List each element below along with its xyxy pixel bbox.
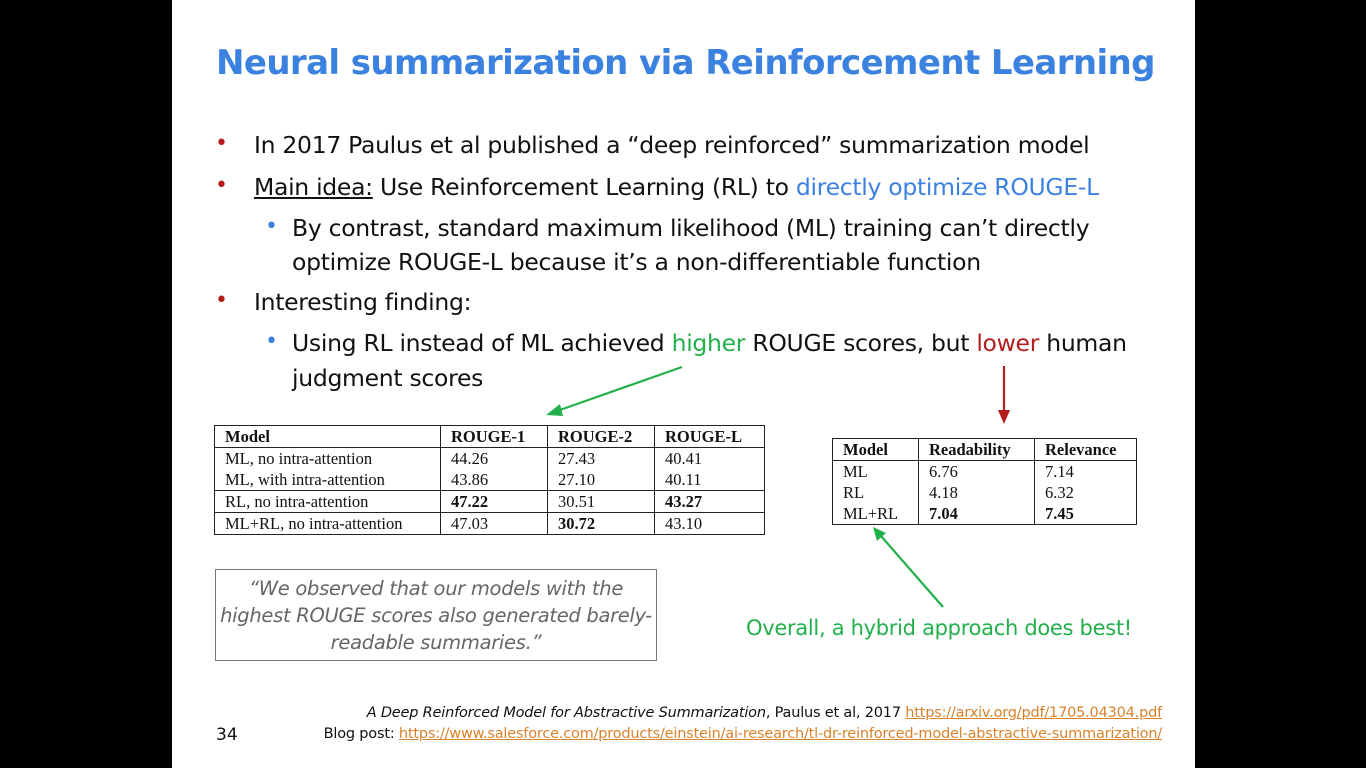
cell: 27.43 (547, 447, 655, 469)
bullet-1: In 2017 Paulus et al published a “deep r… (254, 131, 1090, 159)
col-header: ROUGE-2 (547, 425, 655, 448)
col-header: ROUGE-L (654, 425, 765, 448)
paper-reference: A Deep Reinforced Model for Abstractive … (367, 705, 1162, 721)
cell: 40.41 (654, 447, 765, 469)
higher-word: higher (671, 329, 746, 357)
annotation-arrows (546, 365, 1010, 608)
cell: 43.10 (654, 512, 765, 535)
cell: ML, no intra-attention (225, 449, 373, 468)
bullet-3: Interesting finding: (254, 288, 472, 316)
cell: RL (843, 483, 865, 502)
cell: 30.51 (547, 490, 655, 513)
human-eval-table: Model Readability Relevance ML 6.76 7.14… (832, 438, 1137, 525)
paper-link[interactable]: https://arxiv.org/pdf/1705.04304.pdf (905, 705, 1162, 721)
blog-label: Blog post: (323, 726, 399, 742)
col-header: Model (214, 425, 441, 448)
cell: 4.18 (918, 482, 1035, 503)
human-table-header: Model Readability Relevance (832, 438, 1137, 461)
sub-bullet-3-line2: judgment scores (292, 364, 484, 392)
sub-bullet-2-line2: optimize ROUGE-L because it’s a non-diff… (292, 248, 981, 276)
blog-reference: Blog post: https://www.salesforce.com/pr… (323, 726, 1163, 742)
quote-box: “We observed that our models with the hi… (215, 569, 657, 661)
quote-line: readable summaries.” (330, 631, 542, 654)
cell: 43.86 (440, 469, 548, 491)
paper-authors: , Paulus et al, 2017 (765, 705, 906, 721)
green-arrow-to-mlrl (873, 527, 944, 608)
table-row: ML 6.76 7.14 (833, 460, 1137, 482)
bullet-2-highlight: directly optimize ROUGE-L (795, 173, 1099, 201)
col-header: Model (832, 438, 919, 461)
table-row: ML+RL 7.04 7.45 (833, 503, 1137, 525)
cell: 47.22 (440, 490, 548, 513)
table-row: ML, with intra-attention 43.86 27.10 40.… (215, 469, 765, 491)
col-header: ROUGE-1 (440, 425, 548, 448)
sub-bullet-dot: • (265, 329, 278, 354)
lower-word: lower (976, 329, 1040, 357)
page-number: 34 (216, 725, 238, 745)
cell: 43.27 (654, 490, 765, 513)
bullet-dot: • (215, 173, 228, 198)
cell: 44.26 (440, 447, 548, 469)
cell: RL, no intra-attention (214, 490, 441, 513)
cell: 7.45 (1034, 503, 1137, 525)
paper-title: A Deep Reinforced Model for Abstractive … (366, 705, 766, 721)
sub-bullet-2-line1: By contrast, standard maximum likelihood… (292, 214, 1090, 242)
cell: 6.32 (1034, 482, 1137, 503)
cell: ML+RL, no intra-attention (214, 512, 441, 535)
sub-bullet-dot: • (265, 214, 278, 239)
col-header: Relevance (1034, 438, 1137, 461)
bullet-2: Main idea: Use Reinforcement Learning (R… (254, 173, 1099, 201)
blog-link[interactable]: https://www.salesforce.com/products/eins… (398, 726, 1162, 742)
cell: 7.04 (918, 503, 1035, 525)
cell: ML, with intra-attention (225, 470, 385, 489)
cell: 7.14 (1034, 460, 1137, 482)
bullet-dot: • (215, 131, 228, 156)
cell: 6.76 (918, 460, 1035, 482)
overall-note: Overall, a hybrid approach does best! (746, 616, 1132, 640)
cell: ML (843, 462, 868, 481)
main-idea-label: Main idea: (254, 173, 373, 201)
table-row: RL, no intra-attention 47.22 30.51 43.27 (214, 490, 765, 513)
table-row: ML, no intra-attention 44.26 27.43 40.41 (215, 447, 765, 469)
sub-bullet-3-mid: ROUGE scores, but (745, 329, 977, 357)
col-header: Readability (918, 438, 1035, 461)
cell: ML+RL (843, 504, 899, 523)
table-row: ML+RL, no intra-attention 47.03 30.72 43… (214, 512, 765, 535)
bullet-1-text: In 2017 Paulus et al published a “deep r… (254, 131, 1090, 159)
bullet-2-text: Use Reinforcement Learning (RL) to (372, 173, 796, 201)
slide-title: Neural summarization via Reinforcement L… (216, 43, 1155, 83)
sub-bullet-3-post: human (1039, 329, 1127, 357)
bullet-dot: • (215, 288, 228, 313)
rouge-table-header: Model ROUGE-1 ROUGE-2 ROUGE-L (214, 425, 765, 448)
table-row: RL 4.18 6.32 (833, 482, 1137, 503)
rouge-table: Model ROUGE-1 ROUGE-2 ROUGE-L ML, no int… (214, 425, 765, 535)
cell: 40.11 (654, 469, 765, 491)
cell: 30.72 (547, 512, 655, 535)
sub-bullet-3-line1: Using RL instead of ML achieved higher R… (292, 329, 1127, 357)
slide: Neural summarization via Reinforcement L… (172, 0, 1195, 768)
quote-line: highest ROUGE scores also generated bare… (220, 604, 652, 627)
cell: 27.10 (547, 469, 655, 491)
quote-line: “We observed that our models with the (248, 577, 624, 600)
sub-bullet-3-pre: Using RL instead of ML achieved (292, 329, 672, 357)
green-arrow-to-rouge-table (546, 365, 683, 416)
cell: 47.03 (440, 512, 548, 535)
red-arrow-to-human-table (998, 366, 1010, 424)
